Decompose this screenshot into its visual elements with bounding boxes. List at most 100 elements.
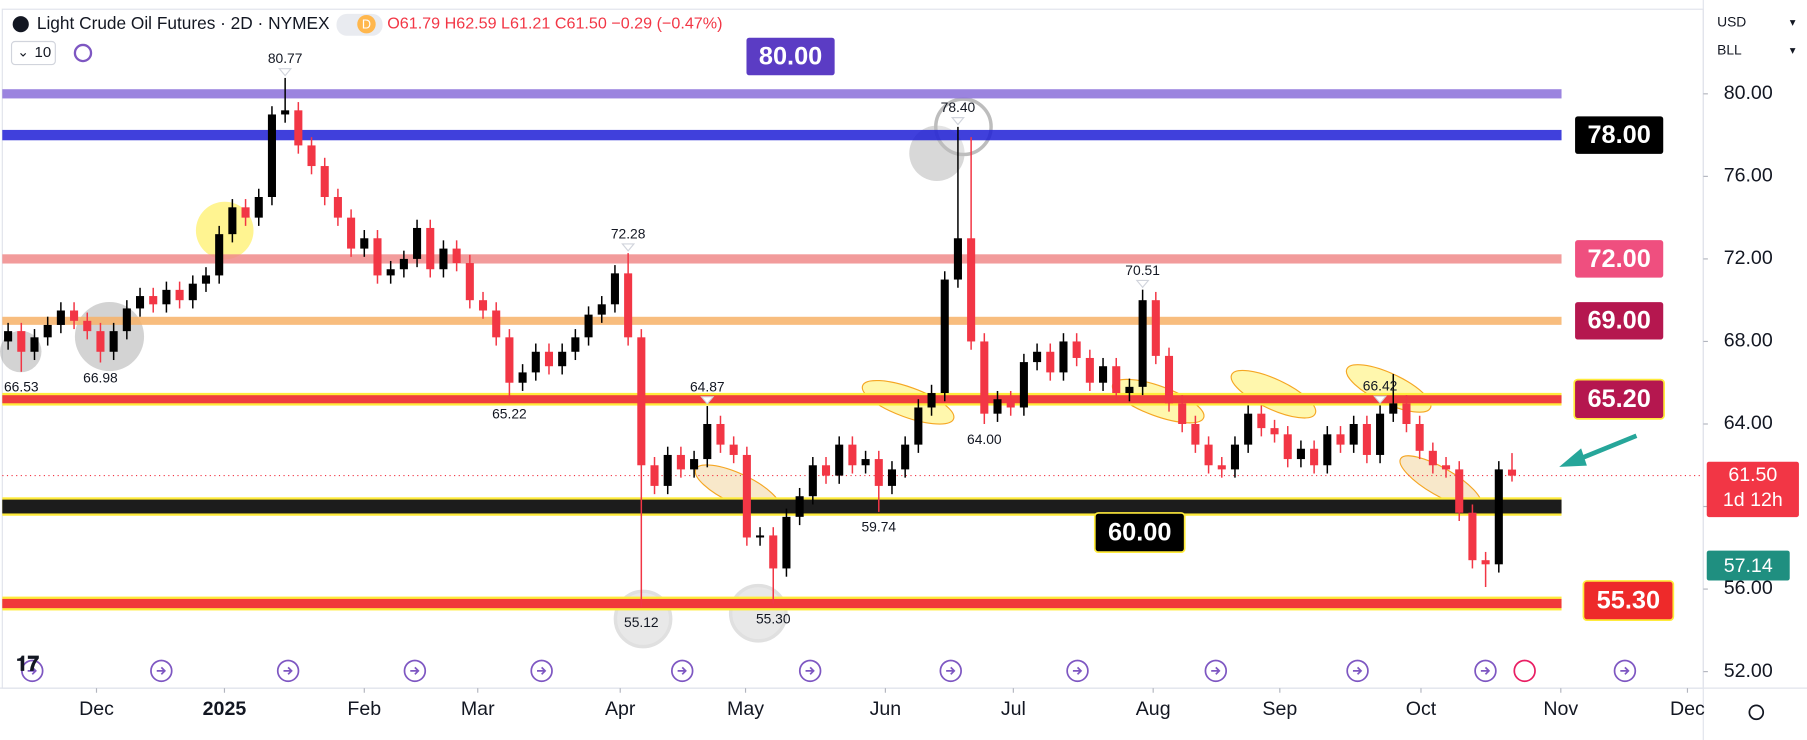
candle-body [1336, 434, 1345, 445]
event-icon-arrow [537, 666, 547, 675]
level-label-box [1573, 114, 1665, 156]
candle-body [558, 351, 567, 367]
candle-body [1244, 413, 1253, 445]
low-label: 64.00 [967, 431, 1002, 447]
candle-body [17, 331, 26, 352]
candle-body [756, 535, 765, 538]
candle-body [30, 337, 39, 352]
dropdown-caret: ▾ [1790, 45, 1796, 57]
candle-body [439, 248, 448, 270]
candle-body [492, 310, 501, 338]
event-icon-arrow [156, 666, 167, 675]
candle-body [267, 114, 276, 198]
logo: 𝟏𝟕 [16, 653, 40, 676]
candle-body [109, 331, 118, 352]
level-label: 65.20 [1587, 385, 1650, 413]
x-tick-label: Aug [1136, 698, 1171, 720]
level-label: 60.00 [1108, 518, 1171, 546]
x-tick-label: 2025 [203, 698, 247, 720]
interval-badge: D [362, 18, 371, 32]
x-tick-label: Nov [1543, 698, 1578, 720]
indicator-toggle[interactable] [10, 40, 56, 66]
event-icon-arrow [283, 666, 293, 675]
event-icon-arrow [1480, 666, 1491, 675]
candle-body [1507, 469, 1517, 476]
candle-body [1138, 300, 1147, 387]
candle-body [914, 407, 923, 445]
candle-body [1059, 341, 1068, 373]
candle-body [426, 227, 435, 270]
sar-box [1706, 550, 1790, 581]
candle-body [1494, 469, 1503, 565]
low-label: 65.22 [492, 406, 527, 422]
high-label: 78.40 [941, 99, 976, 115]
event-icon-arrow [805, 666, 815, 675]
candle-body [1099, 366, 1108, 383]
candle-body [228, 207, 237, 235]
candle-body [333, 197, 342, 218]
candle-body [1323, 434, 1332, 466]
level-label: 72.00 [1587, 245, 1650, 273]
candle-body [1112, 366, 1121, 394]
candle-body [1230, 444, 1239, 470]
candle-body [571, 337, 580, 352]
currency[interactable]: USD [1717, 14, 1746, 30]
level-label: 55.30 [1597, 586, 1660, 614]
symbol-icon [12, 16, 29, 33]
high-marker [278, 68, 293, 77]
refresh-icon[interactable] [73, 43, 93, 63]
candle-body [676, 454, 685, 470]
candle-body [769, 535, 778, 569]
candle-body [663, 454, 672, 486]
level-band [2, 598, 1562, 609]
candle-body [347, 217, 356, 249]
level-label: 69.00 [1587, 307, 1650, 335]
candle-body [373, 238, 382, 276]
arrow [1573, 433, 1638, 464]
candle-body [1006, 399, 1015, 408]
x-tick-label: Dec [1670, 698, 1705, 720]
candle-body [1296, 448, 1305, 460]
candle-body [281, 110, 290, 115]
candle-body [201, 275, 211, 284]
candle-body [1257, 413, 1266, 429]
settings-icon[interactable] [1748, 704, 1765, 721]
high-marker [1373, 395, 1388, 405]
candle-body [399, 258, 408, 270]
high-marker [621, 243, 636, 252]
low-label: 55.12 [624, 614, 659, 630]
candle-body [518, 372, 527, 383]
candle-body [70, 310, 79, 321]
candle-body [835, 444, 844, 476]
event-icon-arrow [1352, 666, 1363, 675]
candle-body [544, 351, 554, 367]
arrow-head [1559, 448, 1587, 467]
candle-body [1125, 386, 1134, 394]
low-label: 66.98 [83, 369, 118, 385]
candle-body [742, 454, 751, 538]
candle-body [716, 423, 725, 445]
x-tick-label: Jul [1001, 698, 1026, 720]
candle-body [861, 459, 870, 466]
event-icon-arrow [410, 666, 420, 675]
level-band [2, 395, 1562, 404]
candle-body [386, 269, 395, 276]
candle-body [452, 248, 461, 264]
y-tick-label: 76.00 [1724, 165, 1773, 187]
candle-body [1151, 300, 1160, 356]
candle-body [1046, 351, 1055, 373]
y-tick-label: 56.00 [1724, 577, 1773, 599]
candle-body [135, 296, 145, 309]
unit[interactable]: BLL [1717, 41, 1742, 57]
candle-body [1402, 403, 1411, 424]
candle-body [215, 234, 224, 276]
candle-body [478, 300, 488, 311]
x-tick-label: Sep [1262, 698, 1297, 720]
candle-body [1349, 423, 1358, 445]
sar-label: 57.14 [1724, 555, 1773, 577]
candle-body [162, 289, 171, 305]
event-icon-arrow [1211, 666, 1221, 675]
x-tick-label: Apr [605, 698, 636, 720]
candle-body [927, 393, 936, 408]
